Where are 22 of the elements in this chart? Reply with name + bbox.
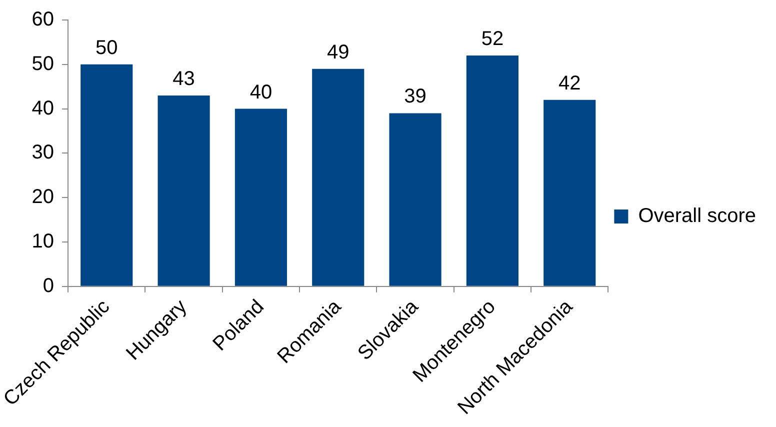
data-label: 43 (172, 68, 195, 90)
bar (544, 100, 596, 286)
data-label: 40 (250, 81, 272, 104)
data-label: 50 (96, 36, 118, 59)
legend-label: Overall score (638, 205, 756, 228)
bar (466, 56, 518, 286)
y-tick-label: 50 (32, 52, 54, 75)
y-tick-label: 30 (32, 142, 54, 164)
bar (80, 64, 133, 286)
y-tick-label: 10 (32, 230, 54, 252)
data-label: 42 (558, 72, 581, 94)
bar (234, 108, 287, 286)
y-tick-label: 60 (32, 8, 54, 31)
y-tick-label: 20 (32, 186, 54, 208)
bar (158, 95, 210, 286)
y-tick-label: 0 (42, 274, 54, 297)
data-label: 39 (404, 86, 426, 108)
bar (389, 113, 442, 286)
y-tick-label: 40 (32, 97, 54, 120)
data-label: 49 (326, 41, 350, 64)
data-label: 52 (481, 28, 504, 50)
bar (312, 68, 364, 286)
